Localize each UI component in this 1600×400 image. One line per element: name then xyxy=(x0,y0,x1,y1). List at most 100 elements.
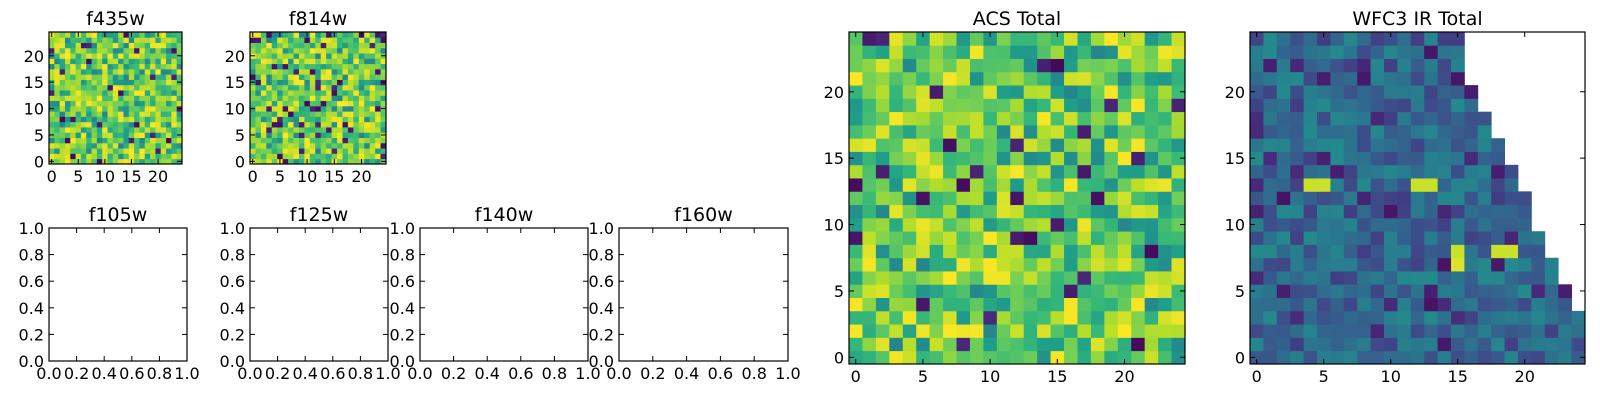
heatmap-cell xyxy=(1504,191,1519,206)
heatmap-cell xyxy=(75,90,82,96)
heatmap-cell xyxy=(929,217,944,232)
heatmap-cell xyxy=(91,63,98,70)
heatmap-cell xyxy=(331,127,338,133)
heatmap-cell xyxy=(1050,310,1065,325)
heatmap-cell xyxy=(282,158,289,165)
heatmap-cell xyxy=(1171,297,1186,312)
heatmap-cell xyxy=(277,84,284,91)
y-tick-label: 0.2 xyxy=(589,325,614,344)
heatmap-cell xyxy=(64,58,71,65)
heatmap-cell xyxy=(176,142,183,149)
heatmap-cell xyxy=(315,47,322,54)
heatmap-cell xyxy=(380,111,387,117)
heatmap-cell xyxy=(1131,151,1146,166)
heatmap-cell xyxy=(902,204,917,219)
heatmap-cell xyxy=(277,105,284,112)
heatmap-cell xyxy=(70,100,76,107)
heatmap-cell xyxy=(1518,337,1532,352)
heatmap-cell xyxy=(282,137,289,144)
heatmap-cell xyxy=(364,84,371,91)
heatmap-cell xyxy=(144,100,151,107)
heatmap-cell xyxy=(1276,191,1291,206)
heatmap-cell xyxy=(171,121,178,128)
heatmap-cell xyxy=(271,142,278,149)
heatmap-cell xyxy=(1276,271,1291,285)
heatmap-cell xyxy=(969,257,984,272)
y-tick-label: 5 xyxy=(1235,282,1245,301)
heatmap-cell xyxy=(1410,271,1425,285)
heatmap-cell xyxy=(347,37,354,43)
heatmap-cell xyxy=(277,111,284,117)
heatmap-cell xyxy=(150,137,156,144)
heatmap-cell xyxy=(369,63,376,70)
heatmap-cell xyxy=(298,84,305,91)
heatmap-cell xyxy=(347,32,354,38)
heatmap-cell xyxy=(171,100,178,107)
heatmap-cell xyxy=(1037,151,1051,166)
heatmap-cell xyxy=(380,68,387,75)
heatmap-cell xyxy=(902,284,917,298)
heatmap-cell xyxy=(112,153,119,160)
heatmap-cell xyxy=(849,350,863,365)
heatmap-cell xyxy=(902,217,917,232)
heatmap-cell xyxy=(1290,98,1304,113)
heatmap-cell xyxy=(969,310,984,325)
heatmap-cell xyxy=(929,271,944,285)
heatmap-cell xyxy=(107,121,114,128)
heatmap-cell xyxy=(282,105,289,112)
heatmap-cell xyxy=(266,111,273,117)
heatmap-cell xyxy=(293,95,300,102)
heatmap-cell xyxy=(1437,244,1452,259)
heatmap-cell xyxy=(304,100,311,107)
heatmap-cell xyxy=(288,158,294,165)
heatmap-cell xyxy=(1010,257,1025,272)
heatmap-cell xyxy=(1370,58,1385,73)
heatmap-cell xyxy=(1010,191,1025,206)
heatmap-cell xyxy=(128,79,135,86)
heatmap-cell xyxy=(969,98,984,113)
heatmap-cell xyxy=(1424,32,1438,46)
heatmap-cell xyxy=(1158,32,1172,46)
heatmap-cell xyxy=(1050,191,1065,206)
heatmap-cell xyxy=(380,137,387,144)
heatmap-cell xyxy=(1504,164,1519,179)
heatmap-cell xyxy=(849,124,863,139)
heatmap-cell xyxy=(266,121,273,128)
heatmap-cell xyxy=(266,74,273,80)
heatmap-cell xyxy=(107,58,114,65)
heatmap-cell xyxy=(337,68,343,75)
heatmap-cell xyxy=(1010,32,1025,46)
heatmap-cell xyxy=(353,153,360,160)
heatmap-cell xyxy=(155,58,162,65)
heatmap-cell xyxy=(1023,71,1038,86)
y-tick-label: 0.0 xyxy=(390,352,415,371)
heatmap-cell xyxy=(1037,231,1051,245)
heatmap-cell xyxy=(160,32,167,38)
heatmap-cell xyxy=(298,79,305,86)
heatmap-cell xyxy=(1090,58,1105,73)
heatmap-cell xyxy=(293,100,300,107)
heatmap-cell xyxy=(996,350,1011,365)
heatmap-cell xyxy=(155,100,162,107)
heatmap-cell xyxy=(1451,244,1465,259)
heatmap-cell xyxy=(293,37,300,43)
heatmap-cell xyxy=(134,158,140,165)
heatmap-cell xyxy=(102,111,108,117)
heatmap-cell xyxy=(902,151,917,166)
heatmap-cell xyxy=(59,74,66,80)
heatmap-cell xyxy=(342,158,349,165)
heatmap-cell xyxy=(1250,231,1264,245)
heatmap-cell xyxy=(112,79,119,86)
heatmap-cell xyxy=(86,148,92,154)
heatmap-cell xyxy=(347,47,354,54)
heatmap-cell xyxy=(1010,111,1025,126)
heatmap-cell xyxy=(102,127,108,133)
heatmap-cell xyxy=(331,63,338,70)
heatmap-cell xyxy=(969,191,984,206)
heatmap-cell xyxy=(1357,217,1371,232)
heatmap-cell xyxy=(304,84,311,91)
heatmap-cell xyxy=(1144,58,1159,73)
heatmap-cell xyxy=(1504,257,1519,272)
heatmap-cell xyxy=(983,324,998,338)
heatmap-cell xyxy=(96,58,103,65)
